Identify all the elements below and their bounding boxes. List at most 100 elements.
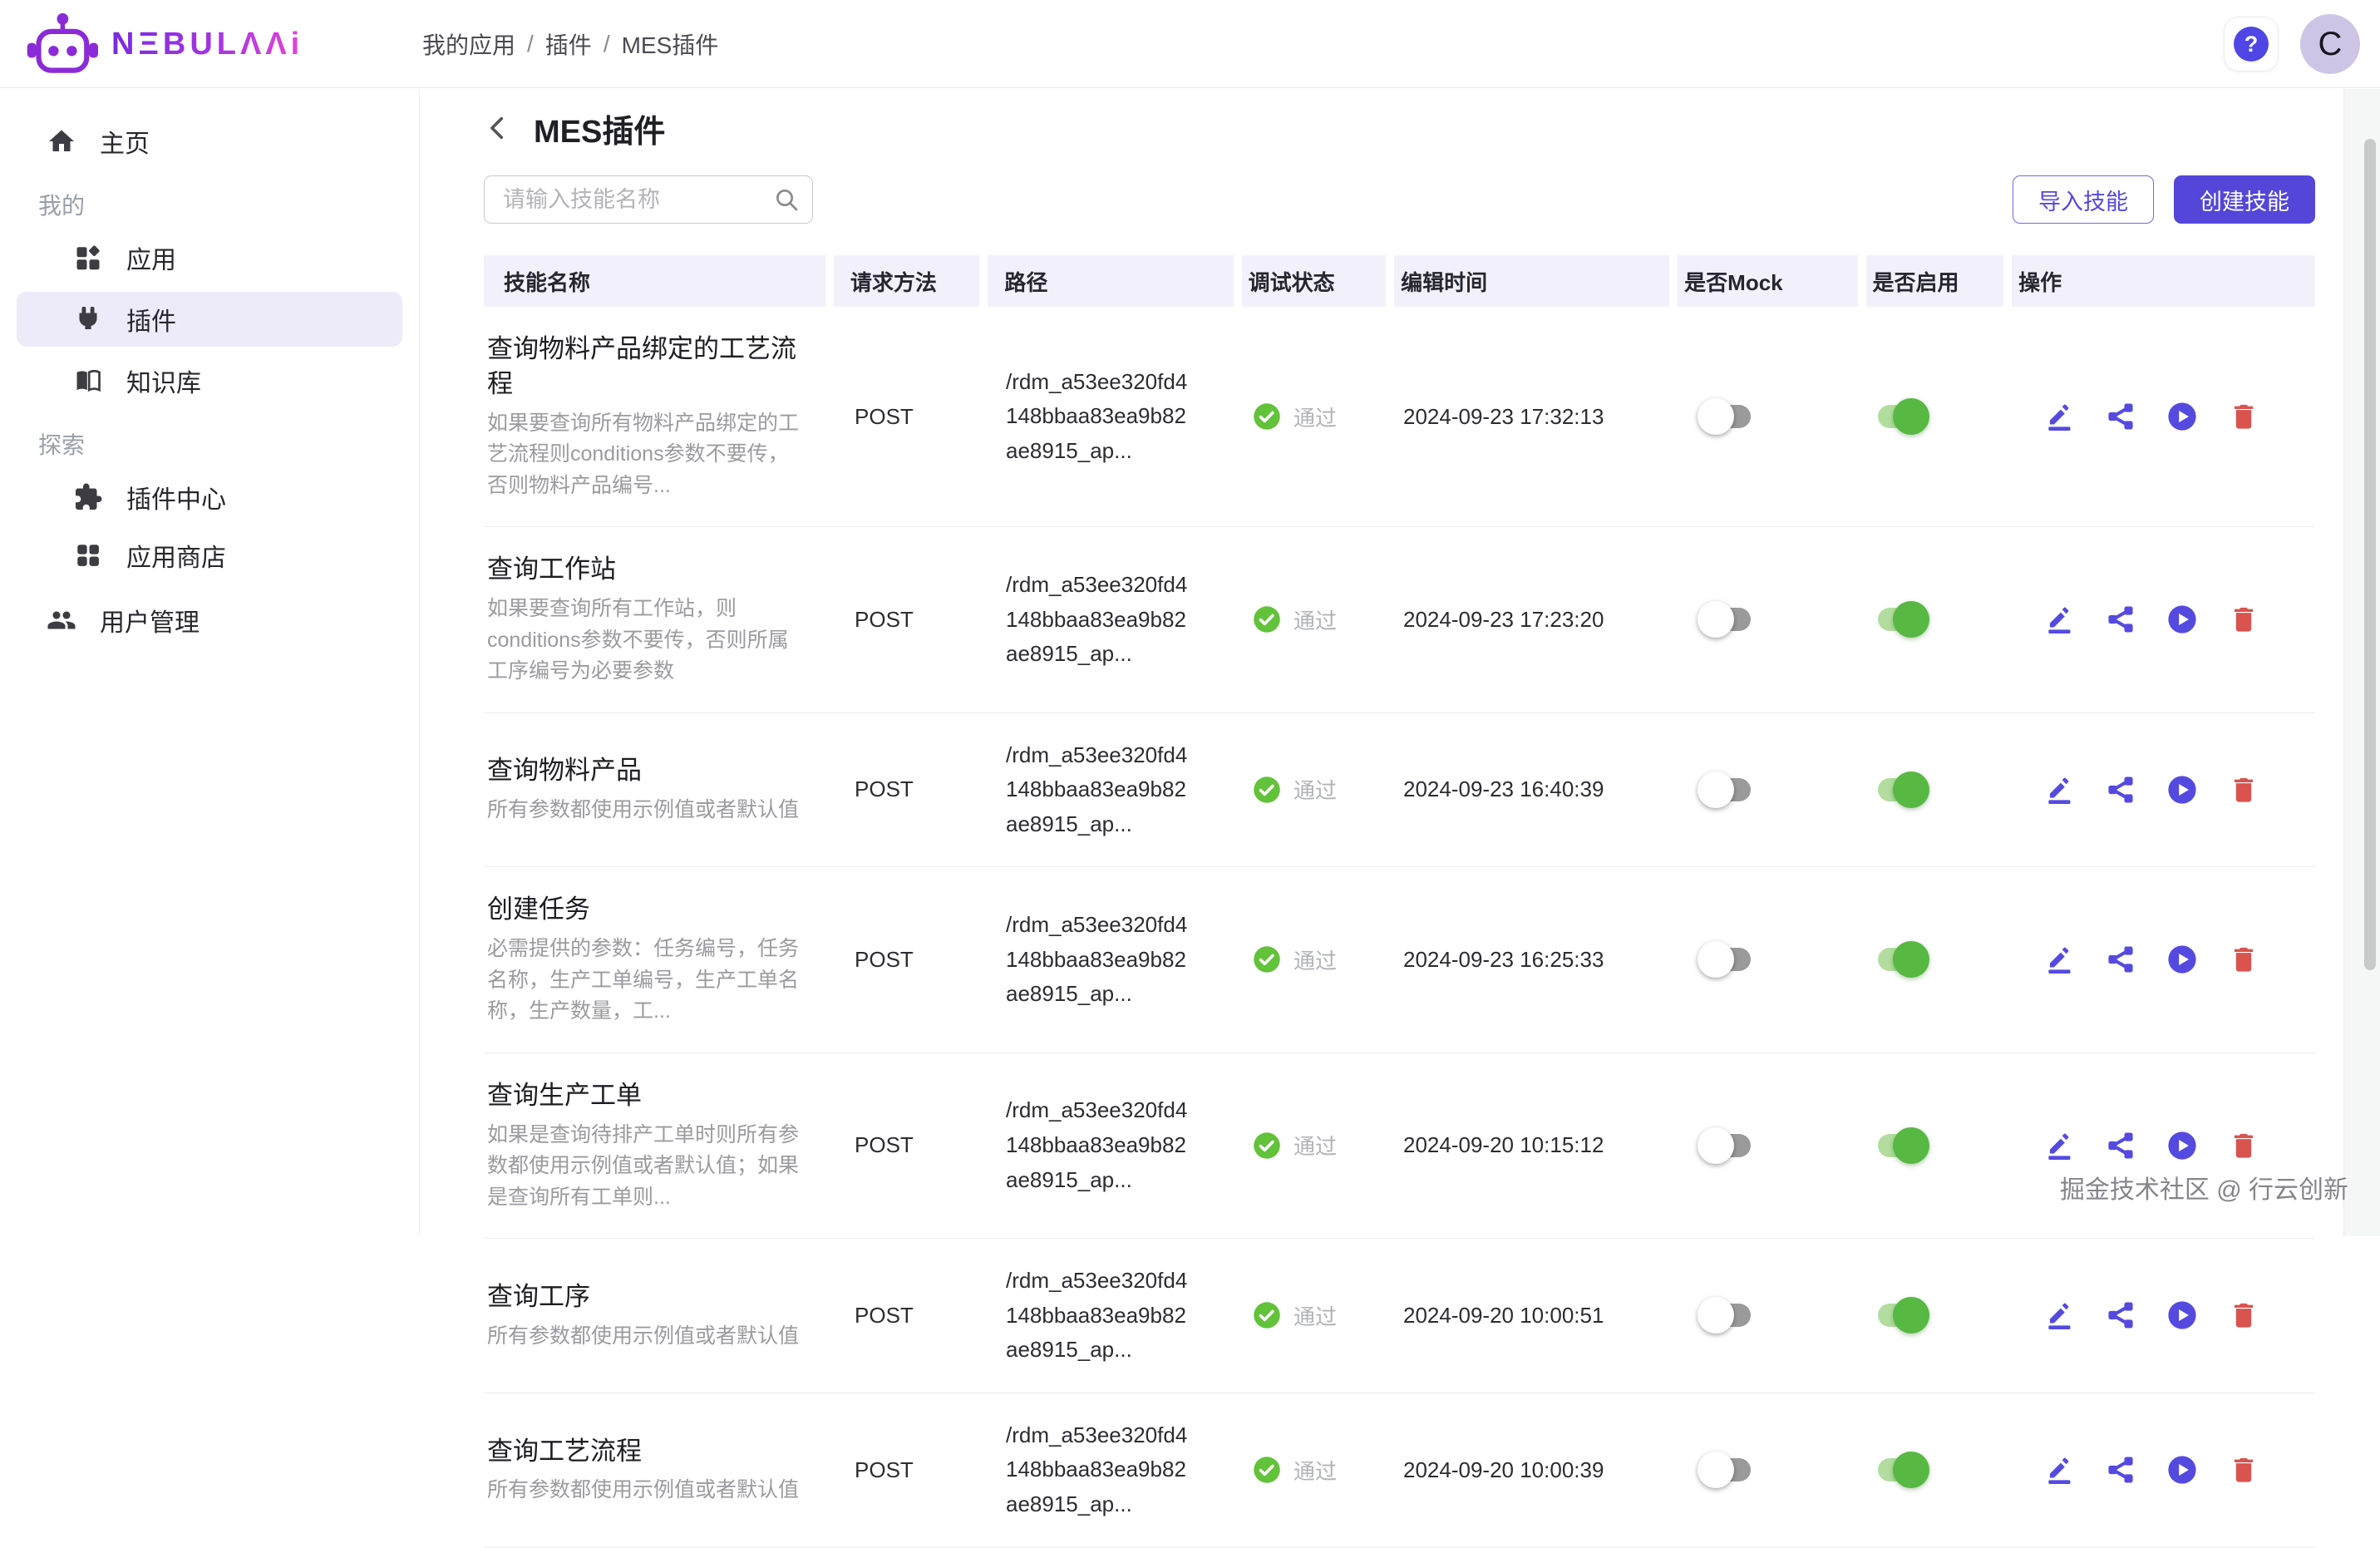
breadcrumb-plugins[interactable]: 插件	[545, 27, 592, 61]
home-icon	[47, 126, 76, 156]
table-row: 查询生产工单 如果是查询待排产工单时则所有参数都使用示例值或者默认值；如果是查询…	[484, 1053, 2315, 1239]
table-row: 查询工作站 如果要查询所有工作站，则conditions参数不要传，否则所属工序…	[484, 527, 2315, 712]
run-button[interactable]	[2166, 603, 2199, 636]
brand-logo[interactable]: NΞBULΛΛi	[25, 12, 303, 76]
enabled-toggle[interactable]	[1878, 948, 1926, 971]
sidebar-item-apps[interactable]: 应用	[0, 229, 419, 287]
skill-description: 如果要查询所有物料产品绑定的工艺流程则conditions参数不要传，否则物料产…	[487, 408, 808, 502]
delete-button[interactable]	[2227, 773, 2260, 806]
share-button[interactable]	[2104, 1453, 2137, 1486]
play-circle-icon	[2166, 774, 2198, 806]
sidebar-item-knowledge-base[interactable]: 知识库	[0, 352, 419, 410]
column-header-enabled: 是否启用	[1866, 255, 2004, 307]
help-button[interactable]: ?	[2224, 17, 2279, 71]
enabled-toggle[interactable]	[1878, 1134, 1926, 1157]
debug-status: 通过	[1244, 1130, 1388, 1161]
back-button[interactable]	[484, 113, 514, 143]
sidebar-item-app-store[interactable]: 应用商店	[0, 526, 419, 584]
toggle-knob	[1698, 1127, 1734, 1164]
request-method: POST	[835, 607, 981, 633]
robot-logo-icon	[25, 12, 98, 76]
table-row: 查询物料产品绑定的工艺流程 如果要查询所有物料产品绑定的工艺流程则conditi…	[484, 307, 2315, 527]
sidebar-item-home[interactable]: 主页	[0, 112, 419, 170]
edit-button[interactable]	[2042, 603, 2076, 636]
delete-button[interactable]	[2227, 1453, 2260, 1486]
share-button[interactable]	[2104, 603, 2137, 636]
share-icon	[2105, 1299, 2136, 1331]
run-button[interactable]	[2166, 1129, 2199, 1162]
skill-name: 查询工序	[487, 1279, 808, 1314]
delete-button[interactable]	[2227, 1129, 2260, 1162]
scrollbar-track	[2343, 89, 2380, 1236]
create-skill-button[interactable]: 创建技能	[2174, 175, 2315, 224]
share-button[interactable]	[2104, 1299, 2137, 1332]
user-avatar[interactable]: C	[2300, 14, 2360, 74]
puzzle-icon	[73, 482, 103, 512]
scrollbar-thumb[interactable]	[2364, 139, 2376, 970]
breadcrumb-current: MES插件	[622, 27, 719, 61]
mock-toggle[interactable]	[1702, 1134, 1751, 1157]
enabled-toggle[interactable]	[1878, 1458, 1926, 1481]
share-button[interactable]	[2104, 943, 2137, 976]
enabled-toggle[interactable]	[1878, 778, 1926, 801]
play-circle-icon	[2166, 944, 2198, 975]
table-header: 技能名称 请求方法 路径 调试状态 编辑时间 是否Mock 是否启用 操作	[484, 255, 2315, 307]
run-button[interactable]	[2166, 943, 2199, 976]
sidebar-item-plugins[interactable]: 插件	[17, 292, 402, 347]
delete-button[interactable]	[2227, 943, 2260, 976]
share-icon	[2105, 604, 2136, 635]
delete-button[interactable]	[2227, 400, 2260, 433]
import-skill-button[interactable]: 导入技能	[2013, 175, 2154, 224]
edit-time: 2024-09-23 16:25:33	[1397, 947, 1673, 973]
trash-icon	[2228, 944, 2259, 975]
run-button[interactable]	[2166, 1453, 2199, 1486]
edit-button[interactable]	[2042, 400, 2076, 433]
run-button[interactable]	[2166, 773, 2199, 806]
mock-toggle[interactable]	[1702, 608, 1751, 631]
debug-status-label: 通过	[1293, 604, 1337, 635]
sidebar-item-user-management[interactable]: 用户管理	[0, 591, 419, 649]
mock-toggle[interactable]	[1702, 778, 1751, 801]
trash-icon	[2228, 1130, 2259, 1161]
skill-name: 创建任务	[487, 892, 808, 927]
edit-button[interactable]	[2042, 943, 2076, 976]
toggle-knob	[1893, 941, 1929, 978]
enabled-toggle[interactable]	[1878, 1304, 1926, 1327]
edit-pencil-icon	[2043, 944, 2075, 975]
api-path: /rdm_a53ee320fd4148bbaa83ea9b82ae8915_ap…	[989, 365, 1235, 469]
edit-button[interactable]	[2042, 1299, 2076, 1332]
mock-toggle[interactable]	[1702, 948, 1751, 971]
debug-status: 通过	[1244, 944, 1388, 975]
enabled-toggle[interactable]	[1878, 608, 1926, 631]
breadcrumb-my-apps[interactable]: 我的应用	[422, 27, 515, 61]
book-icon	[73, 366, 103, 396]
debug-status-label: 通过	[1293, 1300, 1337, 1331]
share-button[interactable]	[2104, 1129, 2137, 1162]
search-icon[interactable]	[773, 186, 800, 213]
play-circle-icon	[2166, 1299, 2198, 1331]
mock-toggle[interactable]	[1702, 1304, 1751, 1327]
mock-toggle[interactable]	[1702, 405, 1751, 428]
delete-button[interactable]	[2227, 603, 2260, 636]
check-circle-icon	[1252, 402, 1282, 431]
sidebar-section-my: 我的	[0, 180, 419, 229]
sidebar-item-plugin-center[interactable]: 插件中心	[0, 468, 419, 526]
edit-button[interactable]	[2042, 1129, 2076, 1162]
search-input[interactable]	[484, 175, 813, 224]
share-button[interactable]	[2104, 773, 2137, 806]
delete-button[interactable]	[2227, 1299, 2260, 1332]
share-button[interactable]	[2104, 400, 2137, 433]
request-method: POST	[835, 404, 981, 430]
edit-button[interactable]	[2042, 1453, 2076, 1486]
run-button[interactable]	[2166, 1299, 2199, 1332]
check-circle-icon	[1252, 944, 1282, 974]
toggle-knob	[1893, 772, 1929, 808]
mock-toggle[interactable]	[1702, 1458, 1751, 1481]
edit-button[interactable]	[2042, 773, 2076, 806]
api-path: /rdm_a53ee320fd4148bbaa83ea9b82ae8915_ap…	[989, 1264, 1235, 1368]
play-circle-icon	[2166, 1130, 2198, 1161]
table-body: 查询物料产品绑定的工艺流程 如果要查询所有物料产品绑定的工艺流程则conditi…	[484, 307, 2315, 1548]
debug-status: 通过	[1244, 1300, 1388, 1331]
run-button[interactable]	[2166, 400, 2199, 433]
enabled-toggle[interactable]	[1878, 405, 1926, 428]
